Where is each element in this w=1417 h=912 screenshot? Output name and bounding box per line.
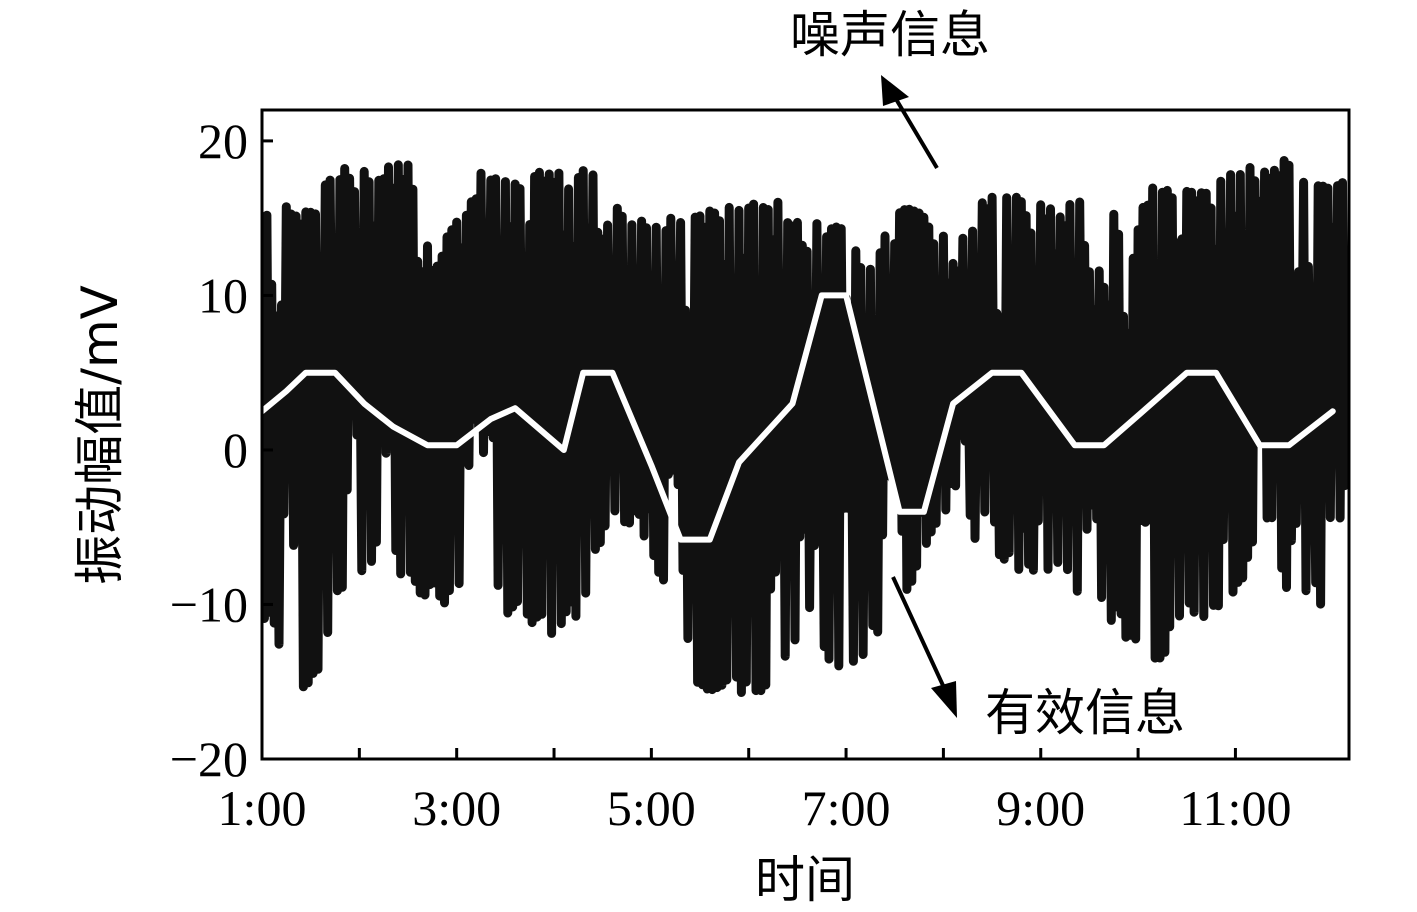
annotation-signal-arrowhead [931,681,957,718]
y-tick-label: −20 [170,731,248,787]
annotation-signal: 有效信息 [985,684,1185,742]
annotation-signal-arrow [891,576,948,693]
y-axis-title: 振动幅值/mV [71,285,129,585]
noise-signal-line [262,156,1349,697]
x-tick-label: 3:00 [412,780,501,836]
x-tick-label: 5:00 [607,780,696,836]
y-tick-label: 20 [198,113,248,169]
annotation-noise-arrow [891,92,939,170]
annotation-noise-arrowhead [881,75,909,106]
y-tick-label: 10 [198,267,248,323]
series-noise [262,156,1349,697]
x-tick-label: 9:00 [996,780,1085,836]
x-tick-label: 1:00 [218,780,307,836]
effective-signal-line [262,292,1336,543]
x-axis-title: 时间 [755,851,855,909]
plot-frame [260,108,1351,761]
y-tick-label: 0 [223,422,248,478]
y-tick-label: −10 [170,576,248,632]
series-signal [262,292,1336,543]
x-tick-label: 7:00 [802,780,891,836]
x-tick-label: 11:00 [1179,780,1291,836]
annotation-noise: 噪声信息 [790,6,990,64]
